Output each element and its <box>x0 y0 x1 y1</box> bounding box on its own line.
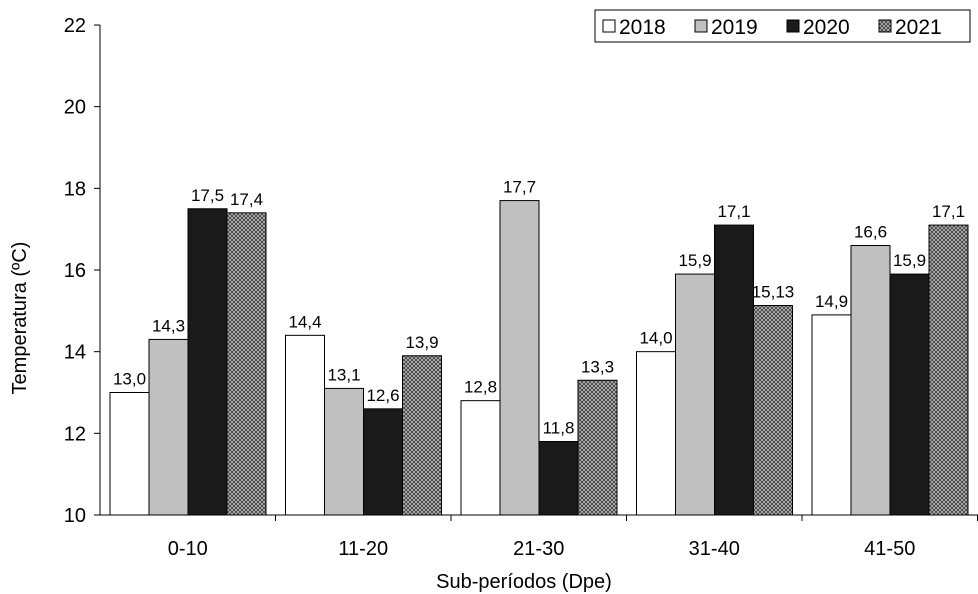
data-label-2018-41-50: 14,9 <box>815 292 848 311</box>
bar-2020-11-20 <box>363 408 403 516</box>
data-label-2021-21-30: 13,3 <box>581 357 614 376</box>
data-label-2020-0-10: 17,5 <box>191 186 224 205</box>
y-tick-label: 16 <box>64 260 86 282</box>
y-axis-title: Temperatura (ºC) <box>9 242 31 395</box>
legend-label-2019: 2019 <box>711 16 758 39</box>
y-tick-label: 10 <box>64 505 86 527</box>
bar-2021-31-40 <box>753 305 793 516</box>
bars-layer <box>109 200 969 516</box>
bar-2019-41-50 <box>850 245 891 516</box>
legend-swatch-2020 <box>786 19 800 33</box>
bar-2021-21-30 <box>577 379 618 516</box>
data-label-2021-41-50: 17,1 <box>932 202 965 221</box>
data-label-2020-11-20: 12,6 <box>366 386 399 405</box>
bar-2019-11-20 <box>324 387 364 516</box>
data-label-2021-11-20: 13,9 <box>405 333 438 352</box>
bar-2020-21-30 <box>538 441 579 516</box>
data-label-2020-41-50: 15,9 <box>893 251 926 270</box>
data-labels-layer: 13,0 14,3 17,5 17,4 14,4 13,1 12,6 13,9 12,8 17,7… <box>113 178 965 438</box>
y-tick-label: 20 <box>64 97 86 119</box>
bar-2019-31-40 <box>675 273 715 516</box>
bar-2018-0-10 <box>109 392 150 516</box>
legend-label-2020: 2020 <box>803 16 850 39</box>
bar-2021-0-10 <box>226 212 267 516</box>
bar-2018-31-40 <box>636 351 676 516</box>
y-tick-label: 12 <box>64 423 86 445</box>
data-label-2021-31-40: 15,13 <box>752 283 795 302</box>
legend-box <box>594 9 971 43</box>
legend-swatch-2021 <box>878 19 892 33</box>
legend: 2018 2019 2020 2021 <box>594 9 971 43</box>
bar-2020-31-40 <box>714 224 754 516</box>
data-label-2019-41-50: 16,6 <box>854 223 887 242</box>
y-tick-label: 14 <box>64 342 86 364</box>
bar-2018-21-30 <box>460 400 501 516</box>
legend-label-2018: 2018 <box>619 16 666 39</box>
y-tick-label: 22 <box>64 15 86 37</box>
bar-2018-11-20 <box>285 334 325 516</box>
data-label-2020-31-40: 17,1 <box>717 202 750 221</box>
legend-swatch-2018 <box>602 19 616 33</box>
data-label-2018-31-40: 14,0 <box>639 329 672 348</box>
x-tick-label: 11-20 <box>338 538 388 560</box>
x-axis-title: Sub-períodos (Dpe) <box>436 571 612 593</box>
data-label-2018-11-20: 14,4 <box>288 312 321 331</box>
x-tick-label: 41-50 <box>864 538 915 560</box>
legend-swatch-2019 <box>694 19 708 33</box>
x-tick-label: 0-10 <box>168 538 208 560</box>
axes-layer: 0-10 11-20 21-30 31-40 41-50 10 12 14 16 18 20 22 <box>64 15 978 560</box>
data-label-2021-0-10: 17,4 <box>230 190 263 209</box>
data-label-2018-0-10: 13,0 <box>113 370 146 389</box>
bar-2018-41-50 <box>811 314 852 516</box>
bar-2021-41-50 <box>928 224 969 516</box>
x-tick-label: 31-40 <box>689 538 740 560</box>
bar-2020-0-10 <box>187 208 228 516</box>
data-label-2019-11-20: 13,1 <box>327 365 360 384</box>
bar-2019-0-10 <box>148 338 189 516</box>
data-label-2020-21-30: 11,8 <box>543 419 575 438</box>
y-tick-label: 18 <box>64 178 86 200</box>
data-label-2018-21-30: 12,8 <box>464 378 497 397</box>
bar-2020-41-50 <box>889 273 930 516</box>
data-label-2019-0-10: 14,3 <box>152 316 185 335</box>
data-label-2019-31-40: 15,9 <box>678 251 711 270</box>
data-label-2019-21-30: 17,7 <box>503 178 536 197</box>
legend-label-2021: 2021 <box>895 16 942 39</box>
x-tick-label: 21-30 <box>513 538 564 560</box>
bar-2019-21-30 <box>499 200 540 516</box>
bar-2021-11-20 <box>402 355 442 516</box>
